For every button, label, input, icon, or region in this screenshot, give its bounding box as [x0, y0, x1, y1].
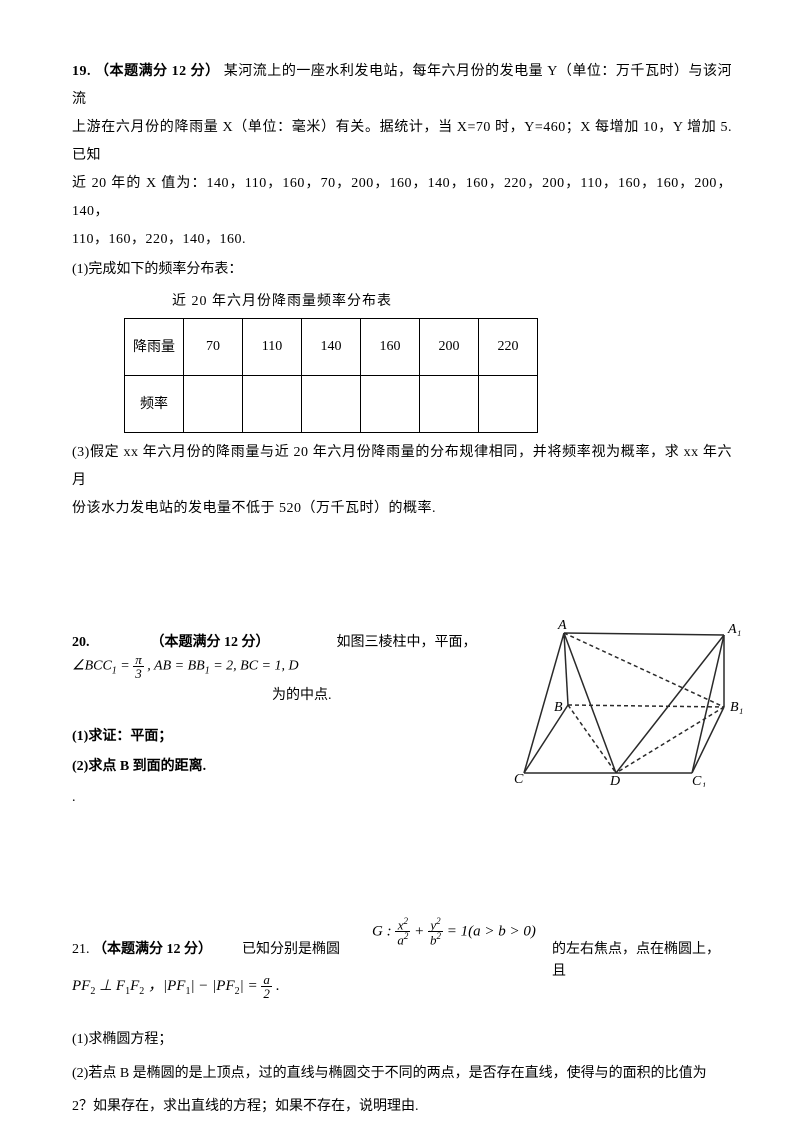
q20-block: 20. （本题满分 12 分） 如图三棱柱中，平面， ∠BCC1 = π3 , …: [72, 633, 732, 823]
q20-tail: 如图三棱柱中，平面，: [337, 635, 477, 650]
q20-formula: ∠BCC1 = π3 , AB = BB1 = 2, BC = 1, D: [72, 653, 482, 680]
table-cell: [420, 376, 479, 433]
table-row: 降雨量 70 110 140 160 200 220: [125, 319, 538, 376]
table-cell: 140: [302, 319, 361, 376]
label-A: A: [557, 618, 567, 633]
q19-score: （本题满分 12 分）: [95, 64, 220, 79]
table-cell: [243, 376, 302, 433]
q21-block: 21. （本题满分 12 分） 已知分别是椭圆 G : x2a2 + y2b2 …: [72, 919, 732, 1124]
table-cell: 110: [243, 319, 302, 376]
table-cell: [184, 376, 243, 433]
q19-part3: (3)假定 xx 年六月份的降雨量与近 20 年六月份降雨量的分布规律相同，并将…: [72, 439, 732, 523]
q21-part2-line1: (2)若点 B 是椭圆的是上顶点，过的直线与椭圆交于不同的两点，是否存在直线，使…: [72, 1057, 732, 1091]
q19-table-caption: 近 20 年六月份降雨量频率分布表: [172, 288, 732, 316]
q21-part2-line2: 2？如果存在，求出直线的方程；如果不存在，说明理由.: [72, 1090, 732, 1124]
table-cell: 200: [420, 319, 479, 376]
q21-subparts: (1)求椭圆方程； (2)若点 B 是椭圆的是上顶点，过的直线与椭圆交于不同的两…: [72, 1023, 732, 1124]
q20-subparts: (1)求证：平面； (2)求点 B 到面的距离. .: [72, 722, 482, 814]
row2-label: 频率: [125, 376, 184, 433]
q20-score: （本题满分 12 分）: [151, 635, 270, 650]
table-cell: [361, 376, 420, 433]
row1-label: 降雨量: [125, 319, 184, 376]
q19-intro: 19. （本题满分 12 分） 某河流上的一座水利发电站，每年六月份的发电量 Y…: [72, 58, 732, 254]
pf-equation: PF2 ⊥ F1F2 ，|PF1| − |PF2| = a2 .: [72, 973, 279, 1000]
label-B: B: [554, 700, 563, 715]
label-B1: B₁: [730, 700, 743, 715]
q19-intro-line4: 110，160，220，140，160.: [72, 232, 246, 247]
q21-part1: (1)求椭圆方程；: [72, 1023, 732, 1057]
q20-part2: (2)求点 B 到面的距离.: [72, 752, 482, 783]
q21-score: （本题满分 12 分）: [93, 942, 212, 957]
table-cell: 160: [361, 319, 420, 376]
prism-figure: A A₁ B B₁ C D C₁: [506, 615, 746, 787]
label-D: D: [609, 774, 620, 787]
q20-mid: 为的中点.: [272, 682, 482, 710]
label-A1: A₁: [727, 622, 741, 637]
q19-part3-line2: 份该水力发电站的发电量不低于 520（万千瓦时）的概率.: [72, 501, 436, 516]
q21-line2: PF2 ⊥ F1F2 ，|PF1| − |PF2| = a2 .: [72, 973, 732, 1009]
q20-dot: .: [72, 783, 482, 814]
label-C1: C₁: [692, 774, 706, 787]
table-cell: 220: [479, 319, 538, 376]
q20-text: 20. （本题满分 12 分） 如图三棱柱中，平面， ∠BCC1 = π3 , …: [72, 633, 482, 814]
ellipse-equation: G : x2a2 + y2b2 = 1(a > b > 0): [372, 917, 536, 947]
label-C: C: [514, 772, 524, 787]
table-cell: 70: [184, 319, 243, 376]
q19-part1: (1)完成如下的频率分布表：: [72, 256, 732, 284]
q21-number: 21.: [72, 942, 90, 957]
table-cell: [302, 376, 361, 433]
q19-part3-line1: (3)假定 xx 年六月份的降雨量与近 20 年六月份降雨量的分布规律相同，并将…: [72, 445, 732, 488]
q19-number: 19.: [72, 64, 91, 79]
table-row: 频率: [125, 376, 538, 433]
table-cell: [479, 376, 538, 433]
frequency-table: 降雨量 70 110 140 160 200 220 频率: [124, 318, 538, 433]
q19-intro-line2: 上游在六月份的降雨量 X（单位：毫米）有关。据统计，当 X=70 时，Y=460…: [72, 120, 732, 163]
q21-line1: 21. （本题满分 12 分） 已知分别是椭圆 G : x2a2 + y2b2 …: [72, 919, 732, 973]
q19-intro-line3: 近 20 年的 X 值为：140，110，160，70，200，160，140，…: [72, 176, 732, 219]
q20-number: 20.: [72, 635, 90, 650]
q21-intro-a: 已知分别是椭圆: [242, 939, 340, 961]
q20-part1: (1)求证：平面；: [72, 722, 482, 753]
